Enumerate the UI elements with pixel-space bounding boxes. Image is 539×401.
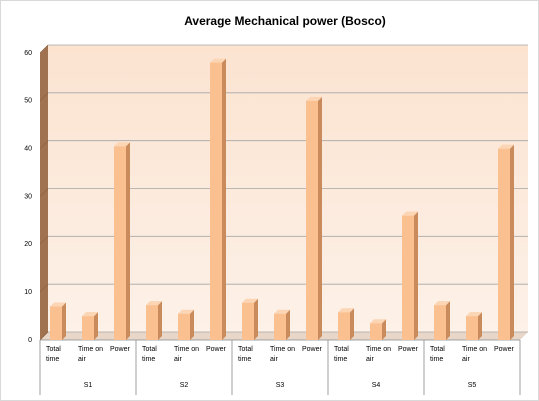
x-tick-label: Total time [46, 346, 61, 363]
bar-top [50, 302, 66, 307]
bar-side [478, 312, 482, 340]
bar-top [498, 144, 514, 149]
grid-line-side [39, 92, 49, 102]
grid-line-side [39, 44, 49, 54]
bar-top [178, 309, 194, 314]
bar-top [402, 211, 418, 216]
bar-top [114, 142, 130, 147]
bar-side [254, 298, 258, 340]
bar-top [274, 309, 290, 314]
x-tick-label: Time on air [174, 346, 200, 363]
bar [82, 316, 94, 340]
bar [466, 316, 478, 340]
bar-top [82, 312, 98, 317]
bar-side [158, 301, 162, 340]
x-tick-label: Time on air [78, 346, 104, 363]
y-tick-label: 50 [24, 98, 32, 105]
group-label: S1 [84, 382, 93, 389]
x-tick-label: Total time [142, 346, 157, 363]
y-tick-label: 40 [24, 146, 32, 153]
grid-line-side [39, 140, 49, 149]
grid-line-side [39, 283, 49, 293]
bar [210, 62, 222, 341]
y-tick-label: 20 [24, 241, 32, 248]
bar [338, 312, 350, 340]
bar [146, 305, 158, 340]
bar [242, 302, 254, 340]
bar-side [94, 312, 98, 340]
bar [434, 305, 446, 340]
bar [178, 313, 190, 340]
group-label: S2 [180, 382, 189, 389]
bar-top [146, 301, 162, 306]
bar-side [318, 96, 322, 340]
group-label: S3 [276, 382, 285, 389]
group-label: S5 [468, 382, 477, 389]
x-tick-label: Total time [238, 346, 253, 363]
bar [50, 306, 62, 340]
bar [274, 313, 286, 340]
y-tick-label: 0 [28, 337, 32, 344]
x-tick-label: Time on air [462, 346, 488, 363]
bar-top [370, 319, 386, 324]
bar-side [62, 302, 66, 340]
bar-top [338, 308, 354, 313]
y-tick-label: 10 [24, 289, 32, 296]
x-tick-label: Total time [430, 346, 445, 363]
grid-line-side [39, 331, 49, 341]
bar [402, 215, 414, 340]
bar-top [434, 301, 450, 306]
bar-side [222, 58, 226, 341]
chart-title: Average Mechanical power (Bosco) [184, 14, 386, 28]
bar-side [414, 211, 418, 340]
x-tick-label: Power [494, 346, 514, 353]
x-tick-label: Total time [334, 346, 349, 363]
x-tick-label: Time on air [270, 346, 296, 363]
bar-side [350, 308, 354, 340]
bar-top [306, 96, 322, 101]
bar-top [210, 58, 226, 63]
group-label: S4 [372, 382, 381, 389]
bar-side [510, 144, 514, 340]
bar-side [286, 309, 290, 340]
bar [114, 146, 126, 340]
bar-side [446, 301, 450, 340]
grid-line-side [39, 236, 49, 245]
x-tick-label: Power [206, 346, 226, 353]
x-tick-label: Power [398, 346, 418, 353]
y-tick-label: 60 [24, 50, 32, 57]
y-tick-label: 30 [24, 193, 32, 200]
bar [370, 323, 382, 340]
grid-line-side [39, 188, 49, 197]
x-tick-label: Power [110, 346, 130, 353]
bar [306, 100, 318, 340]
bar-side [382, 319, 386, 340]
bar-side [126, 142, 130, 340]
x-tick-label: Power [302, 346, 322, 353]
bar [498, 148, 510, 340]
bar-top [242, 298, 258, 303]
x-tick-label: Time on air [366, 346, 392, 363]
bar-side [190, 309, 194, 340]
bar-top [466, 312, 482, 317]
